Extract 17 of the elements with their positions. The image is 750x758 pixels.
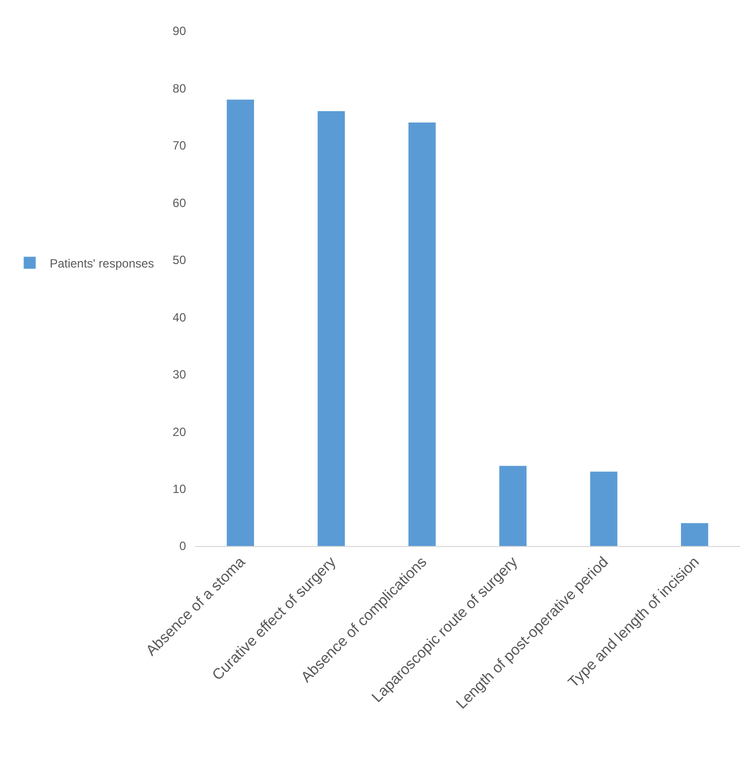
- bar: [408, 122, 436, 546]
- y-tick-label: 80: [172, 81, 186, 96]
- bar: [590, 472, 618, 546]
- y-tick-label: 50: [172, 253, 186, 268]
- y-tick-label: 60: [172, 196, 186, 210]
- y-tick-label: 90: [172, 24, 186, 38]
- y-tick-label: 10: [172, 482, 186, 496]
- y-tick-label: 40: [172, 310, 186, 324]
- legend-label: Patients' responses: [50, 256, 154, 270]
- y-tick-label: 0: [179, 539, 186, 554]
- y-tick-label: 30: [172, 368, 186, 382]
- y-tick-label: 20: [172, 424, 186, 439]
- bar: [226, 100, 254, 546]
- y-tick-label: 70: [172, 138, 186, 153]
- bar: [680, 523, 708, 546]
- bar: [499, 466, 527, 546]
- bar: [318, 111, 345, 546]
